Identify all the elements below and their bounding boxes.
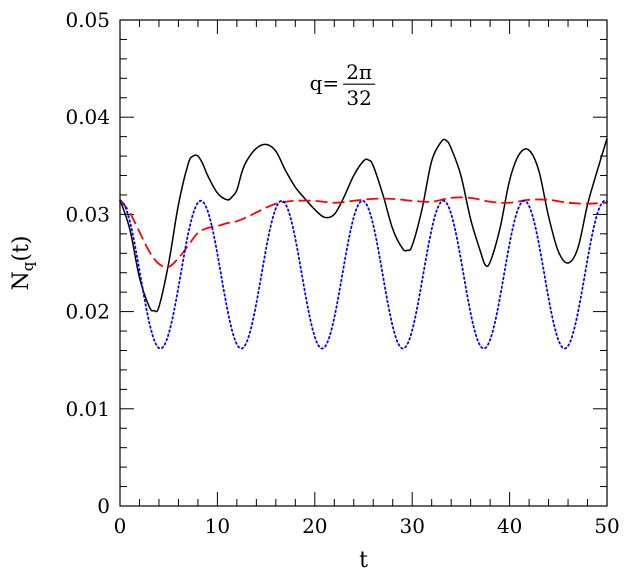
annotation-numerator: 2π: [346, 60, 372, 84]
x-tick-label: 50: [594, 514, 619, 538]
x-tick-label: 40: [497, 514, 522, 538]
x-tick-label: 10: [205, 514, 230, 538]
annotation-denominator: 32: [346, 86, 371, 110]
y-axis-title: Nq(t): [9, 236, 37, 291]
series-line-dashed: [119, 196, 608, 269]
y-tick-label: 0: [97, 494, 110, 518]
x-tick-label: 20: [302, 514, 327, 538]
tick-labels: 0 10 20 30 40 50 0 0.01 0.02 0.03 0.04 0.05: [65, 8, 619, 538]
annotation-prefix: q=: [310, 71, 340, 95]
y-axis-title-subscript: q: [19, 261, 37, 271]
y-tick-label: 0.04: [65, 105, 110, 129]
series-line-solid: [119, 138, 608, 313]
y-tick-label: 0.01: [65, 397, 110, 421]
y-tick-label: 0.02: [65, 300, 110, 324]
series-layer: [119, 138, 608, 350]
x-axis-title: t: [359, 548, 368, 573]
y-tick-label: 0.03: [65, 202, 110, 226]
plot-frame: [119, 19, 608, 507]
y-axis-title-main: N: [9, 271, 34, 290]
x-tick-label: 0: [114, 514, 127, 538]
y-tick-label: 0.05: [65, 8, 110, 32]
q-annotation: q= 2π 32: [310, 60, 376, 110]
y-axis-title-tail: (t): [9, 236, 34, 262]
series-line-dotted: [119, 199, 608, 350]
x-tick-label: 30: [399, 514, 424, 538]
